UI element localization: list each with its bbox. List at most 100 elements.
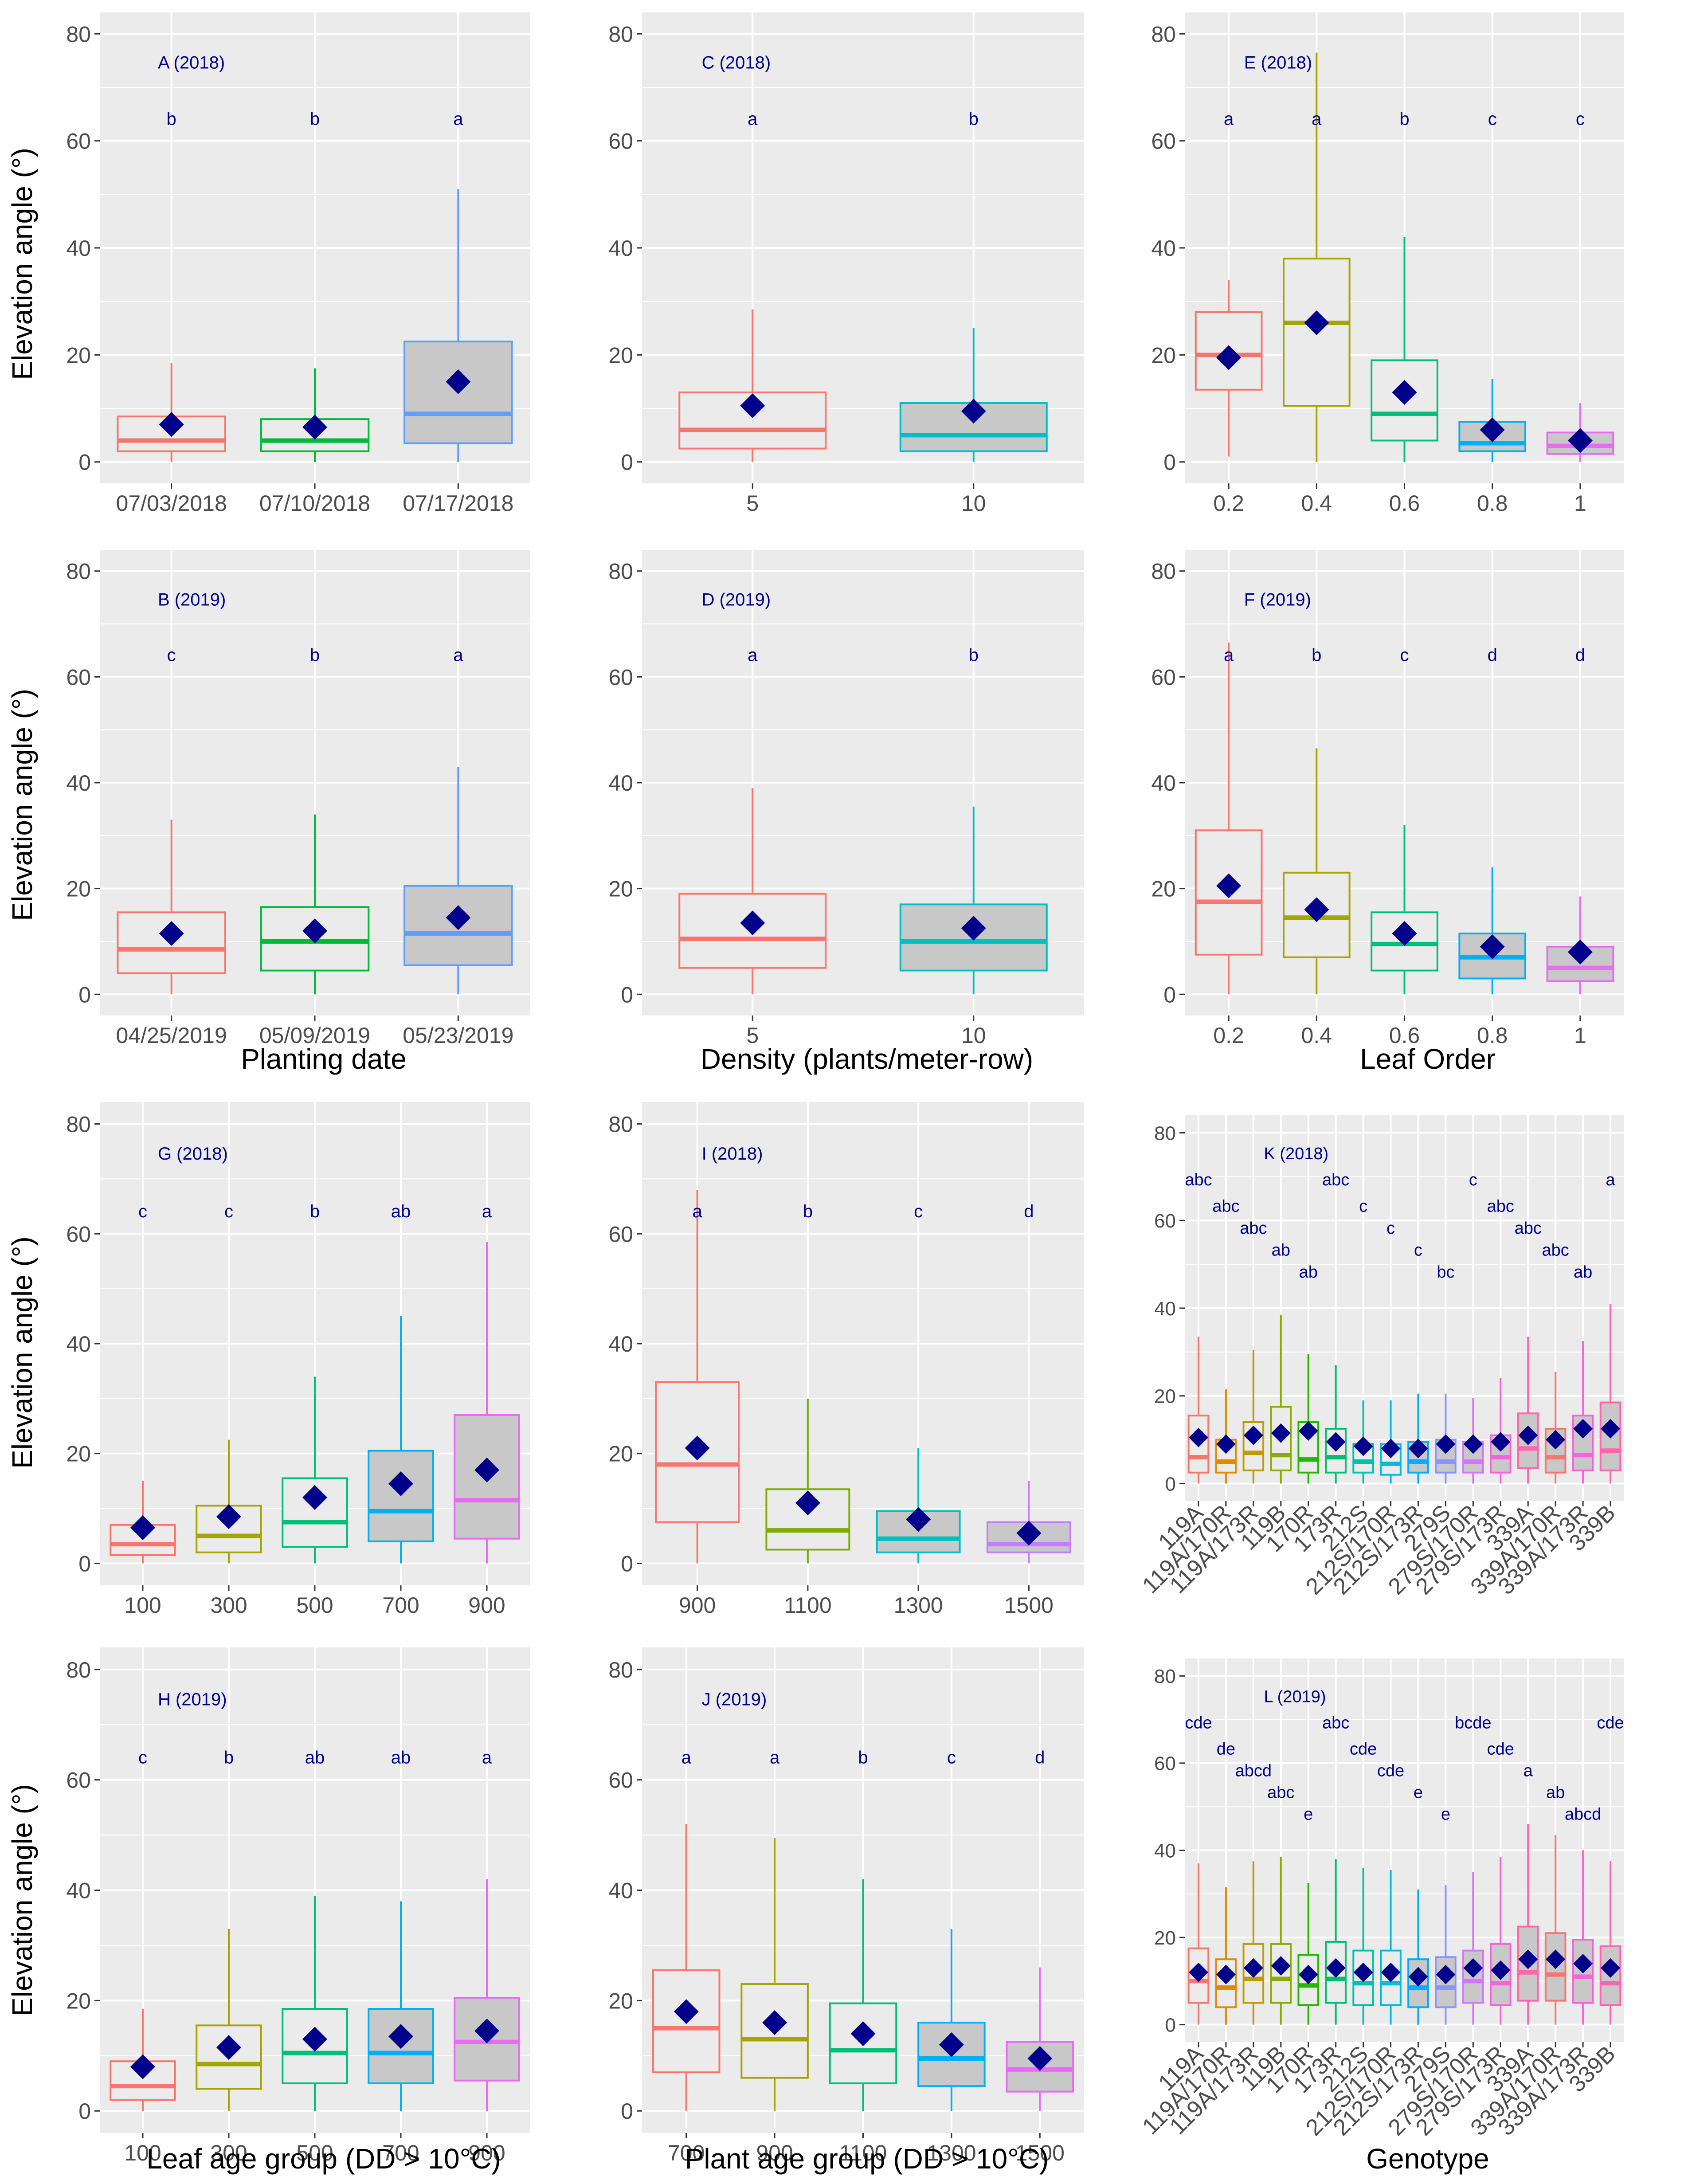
panel-G: 0 20 40 60 80 c c b ab a G (2018) 100 300 500 700 900 — [66, 1102, 530, 1618]
y-tick-label: 0 — [621, 2099, 633, 2124]
box-0.6 — [1371, 825, 1438, 995]
box-212S — [1352, 1867, 1374, 2025]
mean-marker — [1298, 1421, 1318, 1441]
significance-letter: cde — [1377, 1761, 1404, 1780]
x-tick-label: 1 — [1574, 1023, 1586, 1048]
mean-marker — [795, 1490, 820, 1516]
significance-letter: b — [858, 1748, 868, 1767]
significance-letter: abcd — [1565, 1805, 1601, 1824]
significance-letter: a — [1606, 1171, 1615, 1189]
y-tick-label: 60 — [66, 129, 91, 154]
x-axis-title-genotype: Genotype — [1366, 2143, 1489, 2175]
significance-letter: abc — [1487, 1197, 1514, 1216]
y-tick-label: 20 — [66, 1442, 91, 1466]
mean-marker — [1216, 345, 1242, 370]
significance-letter: abc — [1267, 1784, 1294, 1802]
significance-letter: c — [1359, 1197, 1367, 1216]
x-tick-label: 700 — [382, 2141, 419, 2165]
y-tick-label: 60 — [608, 129, 633, 154]
significance-letter: d — [1575, 646, 1585, 665]
box-300 — [196, 1929, 262, 2111]
mean-marker — [1546, 1949, 1566, 1969]
significance-letter: a — [453, 109, 463, 129]
y-tick-label: 80 — [608, 1658, 633, 1682]
y-tick-label: 60 — [1151, 129, 1176, 154]
mean-marker — [474, 1457, 499, 1482]
box-279S — [1435, 1393, 1457, 1484]
box-212S/170R — [1380, 1870, 1402, 2025]
box-339A/170R — [1544, 1372, 1567, 1484]
box-279S/173R — [1489, 1857, 1512, 2025]
panel-H: 0 20 40 60 80 c b ab ab a H (2019) 100 300 500 700 900 — [66, 1647, 530, 2165]
panel-A: 0 20 40 60 80 b b a A (2018) 07/03/2018 07/10/2018… — [66, 12, 530, 516]
x-tick-label: 900 — [468, 1593, 505, 1618]
mean-marker — [961, 916, 986, 941]
x-axis-title-plant-age-group: Plant age group (DD > 10°C) — [685, 2143, 1049, 2175]
box-04/25/2019 — [117, 819, 226, 995]
x-tick-label: 500 — [296, 1593, 333, 1618]
significance-letter: c — [167, 646, 176, 665]
y-tick-label: 60 — [608, 665, 633, 690]
box-1300 — [917, 1929, 986, 2111]
mean-marker — [685, 1435, 710, 1461]
y-tick-label: 60 — [66, 1222, 91, 1247]
box-212S/173R — [1407, 1889, 1429, 2025]
significance-letter: c — [1386, 1219, 1395, 1238]
x-tick-label: 04/25/2019 — [116, 1023, 227, 1048]
panel-E: 0 20 40 60 80 a a b c c E (2018) 0.2 0.4 0.6 0.8 1 — [1151, 12, 1624, 516]
significance-letter: c — [224, 1202, 233, 1221]
significance-letter: e — [1441, 1805, 1450, 1824]
y-tick-label: 20 — [1154, 1386, 1176, 1408]
x-tick-label: 100 — [124, 2141, 161, 2165]
y-tick-label: 80 — [1151, 559, 1176, 584]
mean-marker — [159, 412, 184, 437]
significance-letter: a — [1224, 646, 1234, 665]
box-119A/173R — [1242, 1349, 1265, 1484]
mean-marker — [1463, 1958, 1483, 1978]
significance-letter: ab — [1272, 1241, 1290, 1259]
y-tick-label: 60 — [1154, 1210, 1176, 1232]
mean-marker — [216, 1504, 241, 1529]
box-iqr — [1544, 1932, 1567, 2002]
y-tick-label: 80 — [608, 22, 633, 47]
x-tick-label: 0.6 — [1389, 1023, 1420, 1048]
significance-letter: a — [682, 1748, 692, 1767]
x-tick-label: 0.2 — [1213, 491, 1244, 516]
box-0.4 — [1282, 748, 1351, 995]
significance-letter: c — [914, 1202, 923, 1221]
significance-letter: a — [770, 1748, 780, 1767]
mean-marker — [216, 2035, 241, 2060]
significance-letter: b — [310, 109, 320, 129]
mean-marker — [1216, 873, 1242, 898]
x-tick-label: 0.4 — [1301, 491, 1332, 516]
panel-title: D (2019) — [702, 590, 771, 609]
significance-letter: abc — [1185, 1171, 1212, 1189]
mean-marker — [130, 2054, 155, 2079]
significance-letter: c — [1488, 109, 1497, 129]
mean-marker — [474, 2018, 499, 2043]
x-axis-title-planting-date: Planting date — [241, 1043, 407, 1075]
mean-marker — [850, 2021, 876, 2047]
mean-marker — [1304, 310, 1329, 335]
panel-title: A (2018) — [158, 53, 225, 73]
significance-letter: c — [1469, 1171, 1477, 1189]
box-0.6 — [1371, 237, 1438, 462]
mean-marker — [674, 1999, 699, 2024]
panel-F: 0 20 40 60 80 a b c d d F (2019) 0.2 0.4 0.6 0.8 1 — [1151, 550, 1624, 1048]
significance-letter: b — [167, 109, 176, 129]
significance-letter: ab — [1574, 1263, 1592, 1282]
mean-marker — [740, 910, 765, 936]
y-tick-label: 40 — [66, 771, 91, 796]
significance-letter: d — [1488, 646, 1497, 665]
box-900 — [740, 1838, 809, 2111]
box-173R — [1325, 1859, 1347, 2025]
mean-marker — [939, 2032, 964, 2057]
mean-marker — [1408, 1967, 1428, 1987]
y-tick-label: 80 — [1151, 22, 1176, 47]
box-07/17/2018 — [403, 189, 513, 462]
x-axis-title-leaf-order: Leaf Order — [1360, 1043, 1496, 1075]
significance-letter: cde — [1487, 1740, 1514, 1758]
significance-letter: c — [947, 1748, 956, 1767]
y-tick-label: 0 — [621, 982, 633, 1007]
mean-marker — [1188, 1427, 1208, 1447]
